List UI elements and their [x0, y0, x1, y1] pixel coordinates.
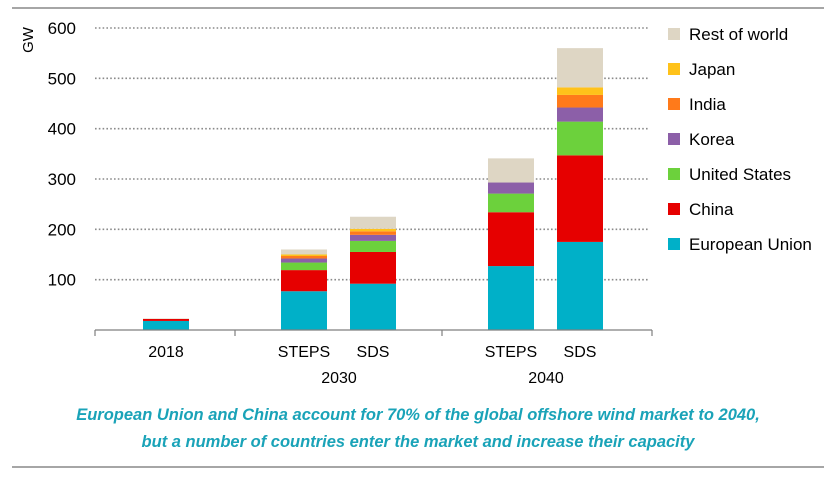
x-group-label: 2030 — [321, 370, 357, 387]
bar-segment — [557, 94, 603, 108]
bar-segment — [350, 234, 396, 241]
bar-segment — [143, 318, 189, 321]
bar-segment — [350, 216, 396, 229]
x-tick-label: SDS — [564, 344, 597, 361]
bar-segment — [557, 87, 603, 95]
bar-segment — [350, 240, 396, 252]
bar-segment — [350, 231, 396, 235]
legend-swatch — [668, 63, 680, 75]
y-tick-label: 500 — [48, 69, 76, 88]
bar-segment — [281, 249, 327, 255]
bar-segment — [281, 291, 327, 330]
stacked-bar-chart: 100 200 300 400 500 600 GW 2018 STEPS SDS STEPS SDS… — [20, 19, 812, 387]
bar-segment — [557, 107, 603, 122]
bar-segment — [281, 256, 327, 259]
bar-segment — [557, 121, 603, 156]
y-tick-label: 100 — [48, 271, 76, 290]
x-tick-label: SDS — [357, 344, 390, 361]
x-tick-label: 2018 — [148, 344, 184, 361]
caption-line-1: European Union and China account for 70%… — [76, 406, 760, 424]
legend-swatch — [668, 133, 680, 145]
y-tick-label: 200 — [48, 220, 76, 239]
legend-label: Rest of world — [689, 25, 788, 44]
legend-label: United States — [689, 165, 791, 184]
bar-segment — [350, 251, 396, 284]
x-group-label: 2040 — [528, 370, 564, 387]
legend-label: India — [689, 95, 726, 114]
legend-swatch — [668, 28, 680, 40]
bar-segment — [281, 258, 327, 263]
bar-segment — [143, 318, 189, 319]
bar-segment — [281, 254, 327, 257]
legend-label: Korea — [689, 130, 735, 149]
bar-segment — [488, 212, 534, 267]
bar-segment — [488, 182, 534, 194]
bar-segment — [557, 48, 603, 88]
bar-segment — [143, 320, 189, 330]
bar-segment — [350, 283, 396, 330]
bar-segment — [557, 241, 603, 330]
legend-swatch — [668, 203, 680, 215]
bar-segment — [281, 262, 327, 271]
caption-line-2: but a number of countries enter the mark… — [141, 433, 695, 451]
bar-segment — [350, 228, 396, 232]
y-axis-label: GW — [20, 26, 37, 53]
bar-segment — [557, 155, 603, 242]
bar-segment — [488, 193, 534, 213]
y-tick-label: 400 — [48, 120, 76, 139]
legend-swatch — [668, 168, 680, 180]
y-tick-label: 300 — [48, 170, 76, 189]
x-tick-label: STEPS — [278, 344, 330, 361]
y-tick-label: 600 — [48, 19, 76, 38]
legend-swatch — [668, 238, 680, 250]
top-rule — [12, 7, 824, 9]
bar-segment — [488, 158, 534, 183]
legend-label: Japan — [689, 60, 735, 79]
legend-label: European Union — [689, 235, 812, 254]
bottom-rule — [12, 466, 824, 468]
bar-segment — [488, 266, 534, 330]
legend-swatch — [668, 98, 680, 110]
x-tick-label: STEPS — [485, 344, 537, 361]
legend-label: China — [689, 200, 734, 219]
bar-segment — [281, 270, 327, 292]
